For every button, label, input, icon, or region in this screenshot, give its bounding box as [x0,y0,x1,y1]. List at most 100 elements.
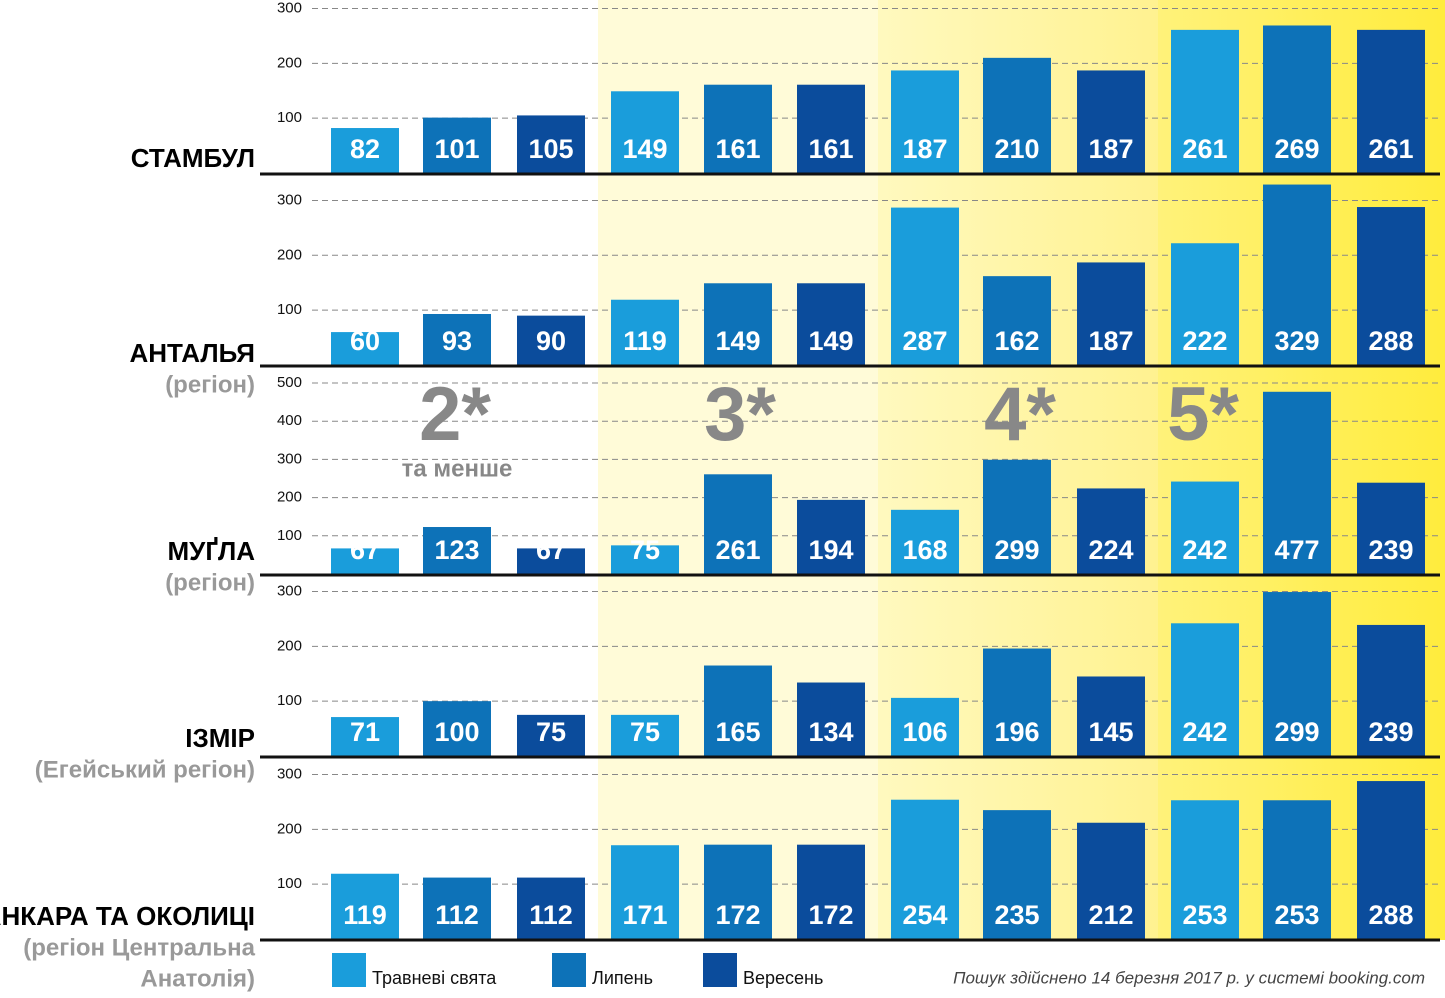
value-label: 261 [1182,134,1227,164]
bar [517,714,585,756]
bar [517,115,585,173]
bar [611,91,679,173]
value-label: 149 [715,326,760,356]
bar [611,299,679,365]
value-label: 288 [1368,326,1413,356]
bar [423,701,491,756]
bar [611,545,679,574]
star-note: та менше [402,455,513,482]
bar [891,799,959,939]
value-label: 149 [622,134,667,164]
value-label: 261 [715,535,760,565]
bar [1077,488,1145,574]
bar [891,697,959,756]
bar [704,665,772,756]
value-label: 165 [715,717,760,747]
y-tick-label: 200 [277,489,302,506]
value-label: 145 [1088,717,1133,747]
bar [331,717,399,756]
value-label: 172 [715,900,760,930]
bar [983,810,1051,939]
value-label: 253 [1182,900,1227,930]
bar [704,84,772,173]
bar [983,648,1051,756]
panel-subtitle: (регіон Центральна [23,934,255,961]
value-label: 287 [902,326,947,356]
bar [423,877,491,939]
bar [1077,676,1145,756]
legend-label: Травневі свята [372,968,497,988]
panel-title: ІЗМІР [185,723,255,753]
bar [517,315,585,365]
bar [891,70,959,173]
value-label: 106 [902,717,947,747]
bar [1263,391,1331,574]
bar [891,509,959,574]
bar [1171,623,1239,756]
star-label: 2* [419,372,491,457]
bar [1263,800,1331,939]
value-label: 90 [536,326,566,356]
y-tick-label: 100 [277,109,302,126]
value-label: 288 [1368,900,1413,930]
y-tick-label: 300 [277,765,302,782]
bar [1263,184,1331,365]
value-label: 224 [1088,535,1133,565]
value-label: 161 [808,134,853,164]
bar [797,499,865,574]
bar [1077,822,1145,939]
value-label: 123 [434,535,479,565]
bar [1357,781,1425,939]
panel-subtitle: (Егейський регіон) [35,756,255,783]
value-label: 187 [1088,326,1133,356]
y-tick-label: 500 [277,374,302,391]
bar [331,128,399,173]
y-tick-label: 100 [277,875,302,892]
legend-label: Вересень [743,968,823,988]
value-label: 253 [1274,900,1319,930]
bar [1263,592,1331,756]
bar [983,276,1051,365]
value-label: 168 [902,535,947,565]
legend-swatch [552,953,586,987]
value-label: 75 [630,717,660,747]
bar [983,459,1051,574]
star-label: 5* [1167,372,1239,457]
bar [797,844,865,939]
y-tick-label: 300 [277,0,302,16]
bar [1357,207,1425,365]
legend-swatch [332,953,366,987]
bar [704,844,772,939]
value-label: 299 [1274,717,1319,747]
value-label: 100 [434,717,479,747]
bar [331,548,399,574]
y-tick-label: 300 [277,582,302,599]
bar [611,845,679,939]
value-label: 149 [808,326,853,356]
bar [1171,29,1239,173]
bar [331,332,399,365]
value-label: 162 [994,326,1039,356]
bar [1357,29,1425,173]
y-tick-label: 200 [277,820,302,837]
bar [1171,481,1239,574]
value-label: 194 [808,535,853,565]
value-label: 239 [1368,535,1413,565]
value-label: 242 [1182,535,1227,565]
value-label: 119 [623,326,667,356]
value-label: 269 [1274,134,1319,164]
value-label: 477 [1274,535,1319,565]
y-tick-label: 200 [277,246,302,263]
value-label: 171 [622,900,667,930]
value-label: 261 [1368,134,1413,164]
legend-swatch [703,953,737,987]
bar [1077,262,1145,365]
bar [423,117,491,173]
panel-title: АНКАРА ТА ОКОЛИЦІ [0,901,255,931]
value-label: 172 [808,900,853,930]
value-label: 210 [994,134,1039,164]
value-label: 75 [630,535,660,565]
value-label: 112 [435,900,479,930]
